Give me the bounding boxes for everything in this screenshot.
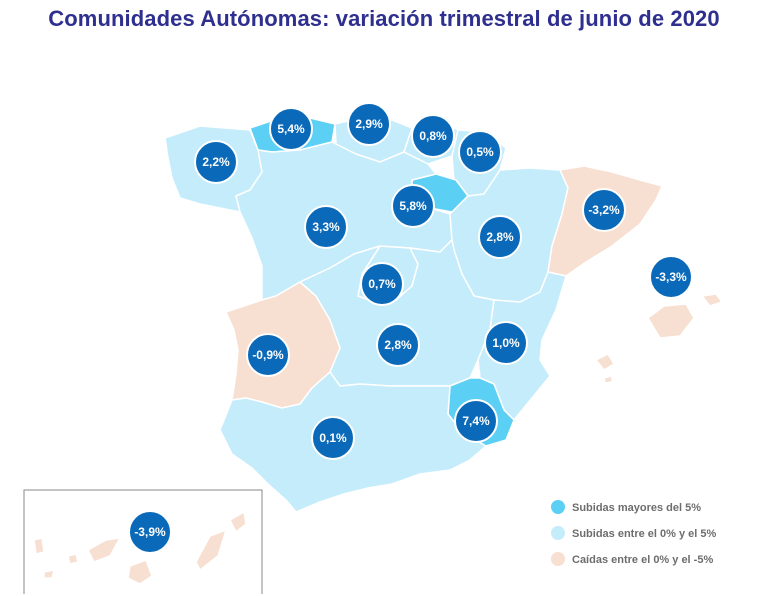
region-canarias-gomera: [67, 553, 79, 565]
legend: Subidas mayores del 5% Subidas entre el …: [551, 500, 717, 566]
map-title: Comunidades Autónomas: variación trimest…: [48, 6, 720, 31]
value-bubble-castilla-la-mancha: [376, 323, 420, 367]
region-baleares-formentera: [603, 375, 613, 384]
value-label-navarra: 0,5%: [466, 145, 494, 159]
value-bubble-valencia: [484, 321, 528, 365]
value-bubble-murcia: [454, 399, 498, 443]
value-label-cataluna: -3,2%: [588, 203, 620, 217]
value-bubble-navarra: [458, 130, 502, 174]
value-label-valencia: 1,0%: [492, 336, 520, 350]
value-bubble-galicia: [194, 140, 238, 184]
value-bubble-canarias: [128, 510, 172, 554]
value-label-castilla-y-leon: 3,3%: [312, 220, 340, 234]
canarias-inset-frame: [23, 489, 263, 594]
legend-label-above5: Subidas mayores del 5%: [572, 502, 701, 514]
value-bubble-madrid: [360, 262, 404, 306]
region-baleares-mallorca: [647, 303, 695, 339]
value-bubble-cataluna: [582, 188, 626, 232]
value-label-aragon: 2,8%: [486, 230, 514, 244]
value-label-la-rioja: 5,8%: [399, 199, 427, 213]
region-canarias-hierro: [43, 569, 55, 579]
region-baleares-menorca: [701, 293, 723, 307]
legend-swatch-above5: [551, 500, 565, 514]
value-bubble-asturias: [269, 107, 313, 151]
value-label-cantabria: 2,9%: [355, 117, 383, 131]
value-bubble-andalucia: [311, 416, 355, 460]
value-label-pais-vasco: 0,8%: [419, 129, 447, 143]
legend-swatch-between0and5: [551, 526, 565, 540]
region-canarias-gran-canaria: [127, 559, 153, 585]
value-label-baleares: -3,3%: [655, 270, 687, 284]
value-bubble-castilla-y-leon: [304, 205, 348, 249]
value-label-murcia: 7,4%: [462, 414, 490, 428]
region-canarias-la-palma: [33, 537, 45, 555]
value-bubble-pais-vasco: [411, 114, 455, 158]
legend-swatch-negative: [551, 552, 565, 566]
value-label-castilla-la-mancha: 2,8%: [384, 338, 412, 352]
region-baleares-ibiza: [595, 353, 615, 371]
legend-label-between0and5: Subidas entre el 0% y el 5%: [572, 528, 717, 540]
value-label-asturias: 5,4%: [277, 122, 305, 136]
region-canarias-tenerife: [87, 537, 121, 563]
value-bubble-aragon: [478, 215, 522, 259]
region-canarias-lanzarote: [229, 511, 247, 533]
value-bubble-la-rioja: [391, 184, 435, 228]
value-label-extremadura: -0,9%: [252, 348, 284, 362]
value-label-madrid: 0,7%: [368, 277, 396, 291]
value-label-galicia: 2,2%: [202, 155, 230, 169]
value-label-canarias: -3,9%: [134, 525, 166, 539]
region-canarias-fuerteventura: [195, 529, 227, 571]
value-bubble-cantabria: [347, 102, 391, 146]
legend-label-negative: Caídas entre el 0% y el -5%: [572, 554, 713, 566]
value-bubble-extremadura: [246, 333, 290, 377]
value-label-andalucia: 0,1%: [319, 431, 347, 445]
value-bubble-baleares: [649, 255, 693, 299]
